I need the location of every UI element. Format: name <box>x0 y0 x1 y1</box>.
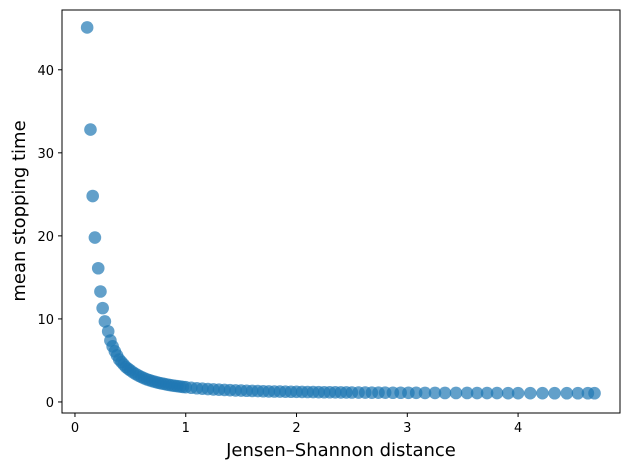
data-point <box>501 386 515 400</box>
y-tick-label: 10 <box>37 313 54 328</box>
data-point <box>480 386 494 400</box>
data-point <box>548 386 561 400</box>
x-tick-label: 0 <box>71 421 79 436</box>
plot-frame <box>61 9 621 414</box>
x-tick-label: 3 <box>403 421 411 436</box>
data-point <box>409 386 423 400</box>
data-point <box>511 386 525 400</box>
data-point <box>560 386 574 400</box>
data-point <box>523 386 537 400</box>
data-point <box>96 301 109 315</box>
y-tick-label: 40 <box>37 64 54 79</box>
y-tick-label: 30 <box>37 147 54 162</box>
data-point <box>428 386 442 400</box>
x-axis-label: Jensen–Shannon distance <box>225 440 456 461</box>
data-point <box>536 386 549 400</box>
data-point <box>91 261 105 275</box>
x-axis-ticks: 0 1 2 3 4 <box>71 413 522 436</box>
x-tick-label: 1 <box>182 421 190 436</box>
x-tick-label: 4 <box>514 421 522 436</box>
data-point <box>94 285 107 298</box>
data-point <box>80 21 94 34</box>
data-point <box>490 386 504 400</box>
data-point <box>84 123 97 136</box>
data-point <box>418 386 432 400</box>
data-point <box>88 231 102 244</box>
data-point <box>449 386 463 400</box>
data-point <box>588 386 601 400</box>
data-point <box>438 386 452 400</box>
y-tick-label: 20 <box>37 230 54 245</box>
y-tick-label: 0 <box>46 396 54 411</box>
x-tick-label: 2 <box>292 421 300 436</box>
data-point <box>86 189 99 203</box>
data-points <box>80 21 601 400</box>
data-point <box>470 386 484 400</box>
data-point <box>571 386 585 400</box>
y-axis-ticks: 0 10 20 30 40 <box>37 64 62 411</box>
y-axis-label: mean stopping time <box>9 120 30 301</box>
data-point <box>98 315 112 328</box>
data-point <box>460 386 474 400</box>
